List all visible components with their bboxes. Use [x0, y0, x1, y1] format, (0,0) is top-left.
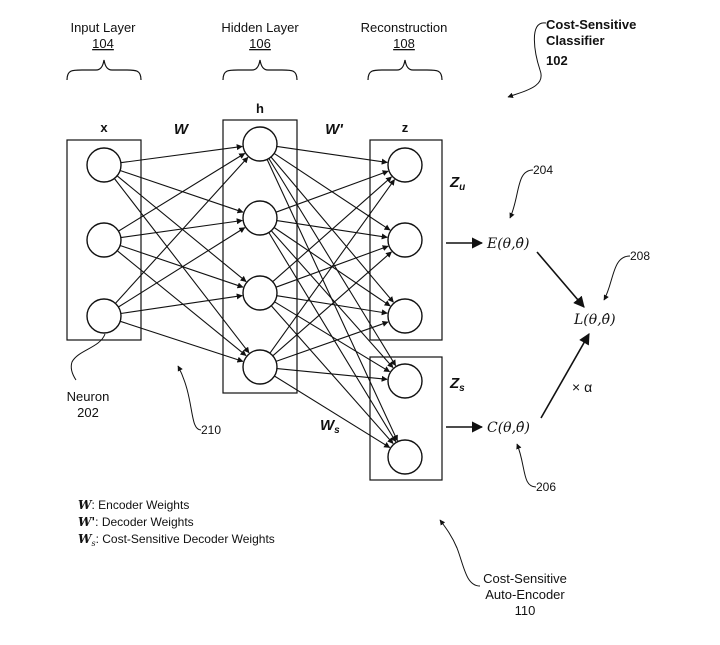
encoder-weight-edge [119, 169, 244, 214]
autoencoder-title-line1: Cost-Sensitive [483, 571, 567, 586]
encoder-weight-label: W [174, 121, 190, 138]
zu-reconstruction-neuron [387, 147, 423, 183]
hidden-layer-ref: 106 [249, 36, 271, 51]
input-layer-box [66, 139, 142, 341]
decoder-weight-edge [269, 179, 395, 354]
encoder-weight-edge [120, 218, 243, 239]
hidden-symbol-h: h [256, 101, 264, 116]
input-neuron [86, 147, 122, 183]
loss-formula: L(θ,θ̂) [573, 312, 616, 328]
classifier-title-line2: Classifier [546, 33, 605, 48]
input-layer-title: Input Layer [70, 20, 136, 35]
input-neuron [86, 222, 122, 258]
cost-to-loss-arrow [540, 333, 590, 419]
input-layer-brace [66, 59, 142, 81]
decoder-weight-edge [272, 176, 392, 283]
hidden-neuron [242, 126, 278, 162]
hidden-neuron [242, 275, 278, 311]
decoder-weight-label: W' [325, 121, 343, 138]
error-formula: E(θ,θ̂) [486, 236, 529, 252]
cost-sensitive-weight-edge [270, 305, 394, 444]
decoder-weight-edge [272, 251, 392, 357]
error-to-loss-arrow [536, 251, 585, 308]
input-symbol-x: x [100, 120, 108, 135]
zs-group-box [369, 356, 443, 481]
legend-decoder: W': Decoder Weights [78, 515, 194, 529]
zs-label: Zs [449, 375, 465, 394]
decoder-weight-edge [275, 320, 389, 362]
zs-reconstruction-neuron [387, 439, 423, 475]
encoder-weight-edge [118, 152, 246, 232]
reconstruction-layer-title: Reconstruction [361, 20, 448, 35]
encoder-weight-edge [120, 293, 243, 315]
hidden-neuron [242, 349, 278, 385]
reconstruction-layer-ref: 108 [393, 36, 415, 51]
hidden-neuron [242, 200, 278, 236]
encoder-weight-edge [119, 244, 244, 289]
network-edges [113, 144, 398, 448]
cost-sensitive-weight-edge [274, 301, 391, 373]
reconstruction-symbol-z: z [402, 120, 409, 135]
neuron-leader-line [70, 333, 106, 381]
encoder-weight-edge [120, 320, 244, 363]
ref-210-leader [177, 365, 202, 431]
input-layer-ref: 104 [92, 36, 114, 51]
cost-weight-label: Ws [320, 417, 340, 436]
hidden-layer-title: Hidden Layer [221, 20, 299, 35]
alpha-weight-label: × α [572, 379, 592, 395]
encoder-weight-edge [118, 227, 246, 308]
cost-formula: C(θ,θ̂) [487, 420, 530, 436]
input-neuron [86, 298, 122, 334]
cost-sensitive-weight-edge [268, 158, 397, 367]
encoder-weight-edge [120, 144, 243, 164]
zu-group-box [369, 139, 443, 341]
autoencoder-title-line2: Auto-Encoder [485, 587, 565, 602]
zu-reconstruction-neuron [387, 222, 423, 258]
zu-label: Zu [449, 174, 465, 193]
ref-210: 210 [201, 423, 221, 437]
cost-sensitive-weight-edge [276, 368, 388, 382]
cost-sensitive-weight-edge [270, 230, 394, 369]
neuron-label: Neuron [67, 389, 110, 404]
neuron-ref: 202 [77, 405, 99, 420]
legend-cost: Ws: Cost-Sensitive Decoder Weights [78, 532, 275, 548]
autoencoder-ref: 110 [515, 603, 536, 618]
legend-encoder: W: Encoder Weights [78, 498, 189, 512]
network-neurons [86, 126, 423, 475]
decoder-weight-edge [276, 145, 388, 165]
encoder-weight-edge [113, 178, 250, 354]
zs-reconstruction-neuron [387, 363, 423, 399]
reconstruction-layer-brace [367, 59, 443, 81]
decoder-weight-edge [275, 170, 389, 213]
ref-208: 208 [630, 249, 650, 263]
classifier-leader-arrow [507, 22, 547, 98]
cost-sensitive-weight-edge [274, 375, 391, 448]
ref-204: 204 [533, 163, 553, 177]
ref-206-leader [516, 443, 537, 488]
autoencoder-leader-arrow [439, 519, 481, 587]
zu-reconstruction-neuron [387, 298, 423, 334]
hidden-layer-brace [222, 59, 298, 81]
ref-208-leader [603, 255, 631, 301]
ref-204-leader [509, 169, 534, 219]
encoder-weight-edge [114, 156, 249, 304]
ref-206: 206 [536, 480, 556, 494]
classifier-title-line1: Cost-Sensitive [546, 17, 636, 32]
classifier-ref: 102 [546, 53, 568, 68]
hidden-layer-box [222, 119, 298, 394]
encoder-weight-edge [116, 250, 247, 357]
